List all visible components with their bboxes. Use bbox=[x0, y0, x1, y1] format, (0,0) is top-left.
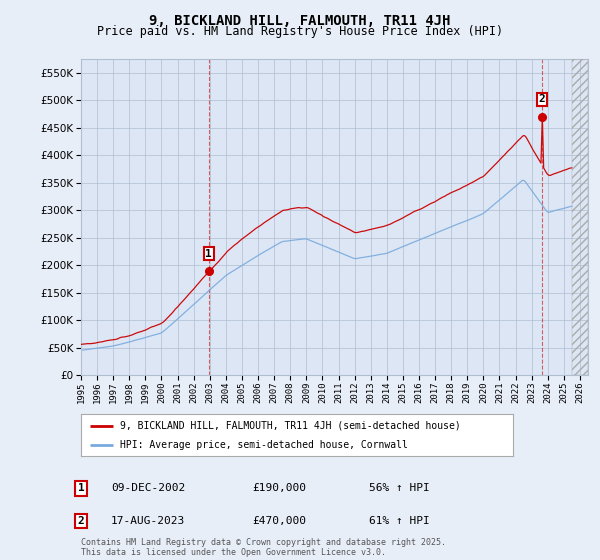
Text: £190,000: £190,000 bbox=[252, 483, 306, 493]
Text: 2: 2 bbox=[77, 516, 85, 526]
Text: Price paid vs. HM Land Registry's House Price Index (HPI): Price paid vs. HM Land Registry's House … bbox=[97, 25, 503, 38]
Text: 09-DEC-2002: 09-DEC-2002 bbox=[111, 483, 185, 493]
Text: 17-AUG-2023: 17-AUG-2023 bbox=[111, 516, 185, 526]
Text: 61% ↑ HPI: 61% ↑ HPI bbox=[369, 516, 430, 526]
Text: 2: 2 bbox=[538, 95, 545, 105]
Text: 1: 1 bbox=[205, 249, 212, 259]
Text: 9, BICKLAND HILL, FALMOUTH, TR11 4JH: 9, BICKLAND HILL, FALMOUTH, TR11 4JH bbox=[149, 14, 451, 28]
Text: 9, BICKLAND HILL, FALMOUTH, TR11 4JH (semi-detached house): 9, BICKLAND HILL, FALMOUTH, TR11 4JH (se… bbox=[120, 421, 461, 431]
Text: £470,000: £470,000 bbox=[252, 516, 306, 526]
Text: Contains HM Land Registry data © Crown copyright and database right 2025.
This d: Contains HM Land Registry data © Crown c… bbox=[81, 538, 446, 557]
Text: 1: 1 bbox=[77, 483, 85, 493]
Text: HPI: Average price, semi-detached house, Cornwall: HPI: Average price, semi-detached house,… bbox=[120, 440, 408, 450]
Text: 56% ↑ HPI: 56% ↑ HPI bbox=[369, 483, 430, 493]
